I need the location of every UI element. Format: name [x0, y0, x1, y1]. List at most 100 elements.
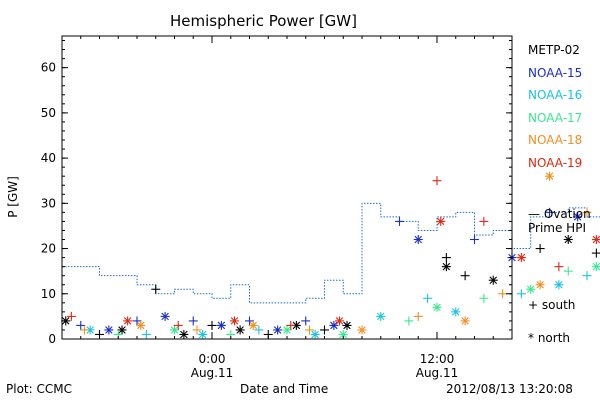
north-star-marker: [516, 253, 526, 263]
marker-stroke: [230, 317, 239, 325]
north-star-marker: [451, 307, 461, 317]
plot-frame: [61, 35, 513, 340]
north-star-marker: [216, 320, 226, 330]
south-plus-marker: [591, 248, 600, 258]
marker-stroke: [180, 330, 188, 339]
south-plus-marker: [423, 293, 433, 303]
north-star-marker: [554, 280, 564, 290]
marker-stroke: [343, 321, 351, 330]
south-plus-marker: [320, 325, 329, 335]
south-plus-marker: [432, 176, 442, 186]
north-star-marker: [282, 325, 292, 335]
marker-stroke: [436, 217, 445, 226]
south-plus-marker: [413, 311, 423, 321]
south-plus-marker: [395, 216, 404, 226]
ovation-legend-line1: — Ovation: [528, 207, 591, 221]
north-star-marker: [545, 171, 554, 181]
marker-stroke: [555, 280, 563, 289]
north-star-marker: [170, 325, 179, 335]
north-star-marker: [573, 212, 583, 222]
north-star-marker: [338, 329, 348, 339]
north-star-marker: [335, 316, 344, 326]
x-tick-date-label: Aug.11: [191, 366, 234, 380]
south-plus-marker: [516, 289, 526, 299]
marker-stroke: [451, 308, 460, 316]
south-plus-marker: [245, 316, 254, 326]
marker-stroke: [86, 326, 94, 334]
y-tick-label: 40: [41, 151, 56, 165]
marker-stroke: [414, 235, 423, 244]
marker-stroke: [526, 285, 535, 294]
marker-stroke: [330, 321, 338, 330]
south-plus-marker: [582, 207, 592, 217]
marker-stroke: [358, 326, 366, 334]
x-tick-time-label: 12:00: [420, 352, 455, 366]
south-plus-marker: [563, 266, 573, 276]
ovation-legend: — Ovation Prime HPI: [528, 207, 591, 235]
x-tick-date-label: Aug.11: [416, 366, 459, 380]
marker-stroke: [442, 262, 451, 271]
south-symbol: +: [528, 298, 539, 312]
north-star-marker: [179, 329, 189, 339]
marker-stroke: [283, 326, 291, 334]
marker-stroke: [292, 321, 301, 330]
south-label: south: [541, 298, 576, 312]
south-plus-marker: [545, 207, 554, 217]
north-star-marker: [160, 311, 170, 321]
south-plus-marker: [479, 216, 489, 226]
plot-credit: Plot: CCMC: [6, 382, 72, 396]
marker-stroke: [376, 312, 385, 321]
marker-stroke: [311, 330, 319, 339]
north-star-marker: [460, 316, 470, 326]
marker-stroke: [335, 317, 344, 325]
north-star-marker: [136, 320, 146, 330]
legend-item-noaa-19: NOAA-19: [528, 155, 583, 170]
south-plus-marker: [151, 284, 161, 294]
marker-stroke: [517, 253, 526, 262]
north-star-marker: [230, 316, 239, 326]
marker-stroke: [564, 235, 573, 244]
south-plus-marker: [141, 329, 151, 339]
north-star-marker: [526, 284, 536, 294]
marker-stroke: [217, 321, 226, 330]
marker-stroke: [592, 262, 600, 271]
north-star-marker: [248, 320, 258, 330]
north-star-marker: [432, 302, 442, 312]
south-plus-marker: [460, 271, 470, 281]
north-star-marker: [436, 216, 446, 226]
y-tick-label: 30: [41, 196, 56, 210]
south-plus-marker: [188, 316, 198, 326]
north-symbol-legend: * north: [528, 331, 570, 345]
marker-stroke: [433, 303, 441, 312]
south-plus-marker: [301, 316, 311, 326]
south-plus-marker: [498, 289, 508, 299]
y-tick-label: 20: [41, 242, 56, 256]
plot-timestamp: 2012/08/13 13:20:08: [446, 382, 573, 396]
south-plus-marker: [173, 320, 183, 330]
north-star-marker: [376, 311, 386, 321]
axis-layer: 01020304050600:00Aug.1112:00Aug.110:00Au…: [41, 36, 513, 380]
marker-stroke: [123, 317, 132, 325]
legend-item-noaa-15: NOAA-15: [528, 65, 583, 80]
marker-stroke: [198, 330, 207, 339]
north-star-marker: [591, 262, 600, 272]
north-star-marker: [329, 320, 339, 330]
south-plus-marker: [554, 262, 564, 272]
y-axis-label: P [GW]: [5, 176, 20, 218]
x-tick-time-label: 0:00: [199, 352, 226, 366]
north-star-marker: [117, 325, 127, 335]
north-star-marker: [123, 316, 133, 326]
north-star-marker: [198, 329, 208, 339]
ovation-hpi-line: [62, 202, 600, 304]
marker-stroke: [536, 280, 544, 289]
y-tick-label: 0: [48, 332, 56, 346]
south-plus-marker: [286, 320, 296, 330]
south-plus-marker: [76, 320, 86, 330]
south-plus-marker: [479, 293, 489, 303]
north-star-marker: [273, 325, 283, 335]
marker-stroke: [170, 326, 179, 334]
south-plus-marker: [404, 316, 414, 326]
south-plus-marker: [66, 311, 76, 321]
marker-stroke: [61, 317, 70, 325]
south-plus-marker: [582, 271, 592, 281]
